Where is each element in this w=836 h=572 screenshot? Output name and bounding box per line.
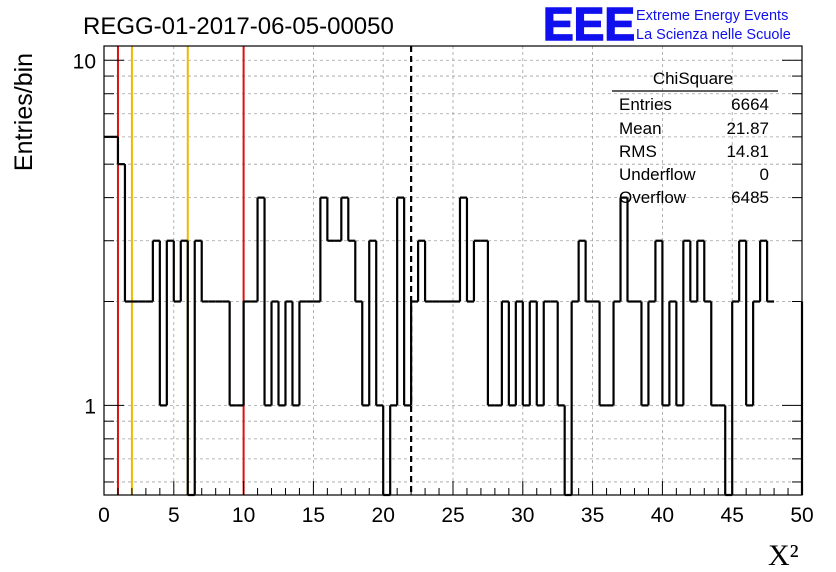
x-tick-label: 25 [441,504,464,527]
stats-box: ChiSquare Entries 6664 Mean 21.87 RMS 14… [612,69,778,207]
plot-frame [103,45,803,496]
y-tick-label: 1 [84,395,96,418]
x-tick-label: 20 [372,504,395,527]
stats-value-rms: 14.81 [726,142,769,161]
axis-ticks: 0 5 10 15 20 25 30 35 40 45 50 1 10 [73,50,814,527]
histogram-series [104,135,804,497]
chart-title: REGG-01-2017-06-05-00050 [83,13,394,40]
eee-logo-mark: EEE [543,0,635,50]
stats-label-overflow: Overflow [619,188,687,207]
stats-label-rms: RMS [619,142,657,161]
y-axis-label: Entries/bin [10,53,38,171]
x-tick-label: 10 [232,504,255,527]
x-tick-label: 5 [168,504,180,527]
eee-logo: EEE Extreme Energy Events La Scienza nel… [542,0,791,51]
stats-label-underflow: Underflow [619,165,696,184]
y-tick-label: 10 [73,50,96,73]
x-tick-label: 35 [581,504,604,527]
x-tick-label: 50 [790,504,813,527]
x-tick-label: 40 [651,504,674,527]
logo-line-2: La Scienza nelle Scuole [636,27,791,43]
stats-label-entries: Entries [619,95,672,114]
stats-value-underflow: 0 [760,165,769,184]
stats-box-name: ChiSquare [653,69,733,88]
stats-label-mean: Mean [619,119,662,138]
x-tick-label: 0 [98,504,110,527]
x-axis-label: X² [768,539,799,572]
x-tick-label: 30 [511,504,534,527]
stats-value-overflow: 6485 [731,188,769,207]
stats-value-mean: 21.87 [726,119,769,138]
x-tick-label: 45 [721,504,744,527]
stats-value-entries: 6664 [731,95,769,114]
x-tick-label: 15 [302,504,325,527]
logo-line-1: Extreme Energy Events [636,8,788,24]
